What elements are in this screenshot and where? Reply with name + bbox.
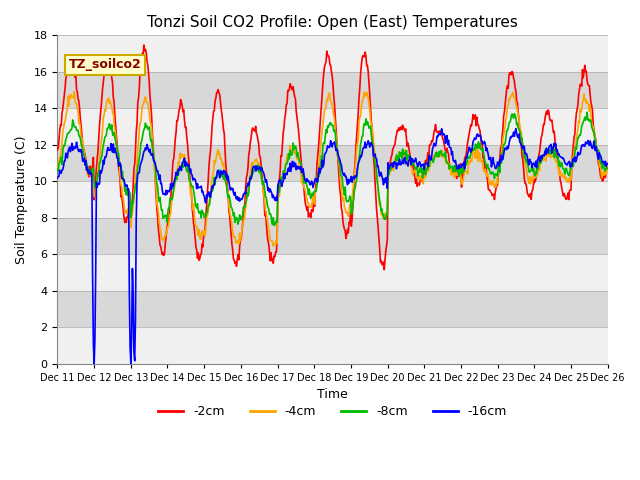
Legend: -2cm, -4cm, -8cm, -16cm: -2cm, -4cm, -8cm, -16cm <box>153 400 512 423</box>
Bar <box>58 254 608 291</box>
Title: Tonzi Soil CO2 Profile: Open (East) Temperatures: Tonzi Soil CO2 Profile: Open (East) Temp… <box>147 15 518 30</box>
Bar <box>58 145 608 181</box>
Bar <box>58 327 608 364</box>
X-axis label: Time: Time <box>317 388 348 401</box>
Text: TZ_soilco2: TZ_soilco2 <box>68 59 141 72</box>
Bar <box>58 181 608 218</box>
Bar <box>58 36 608 72</box>
Y-axis label: Soil Temperature (C): Soil Temperature (C) <box>15 135 28 264</box>
Bar <box>58 291 608 327</box>
Bar <box>58 218 608 254</box>
Bar <box>58 108 608 145</box>
Bar <box>58 72 608 108</box>
